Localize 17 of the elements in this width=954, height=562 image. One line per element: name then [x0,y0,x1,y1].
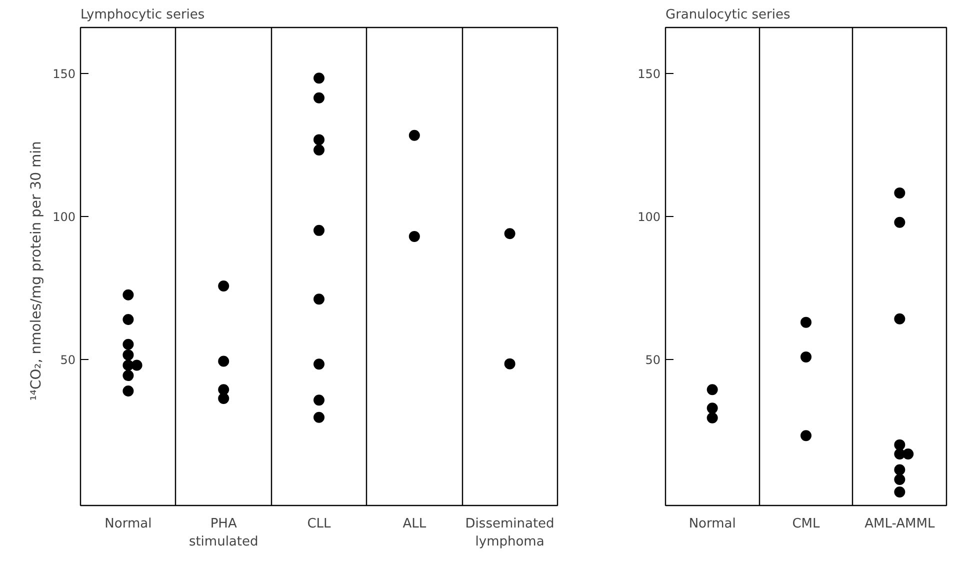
chart-title: Lymphocytic series [80,8,205,22]
y-axis-title: ¹⁴CO₂, nmoles/mg protein per 30 min [28,141,45,401]
x-tick-label: Normal [688,516,736,532]
x-tick-label: Disseminated lymphoma [465,516,554,550]
x-tick-label: AML-AMML [864,516,936,532]
y-tick-label: 150 [52,66,76,81]
x-tick-label: PHA stimulated [188,516,258,550]
y-tick-label: 150 [638,66,660,81]
y-tick-label: 50 [645,353,661,368]
y-tick-label: 100 [52,210,76,224]
x-tick-label: ALL [402,516,427,532]
x-tick-label: CLL [307,516,332,532]
y-tick-label: 100 [638,210,660,224]
y-tick-label: 50 [60,353,76,368]
x-tick-label: CML [792,516,821,532]
chart-title: Granulocytic series [666,8,790,22]
x-tick-label: Normal [104,516,152,532]
